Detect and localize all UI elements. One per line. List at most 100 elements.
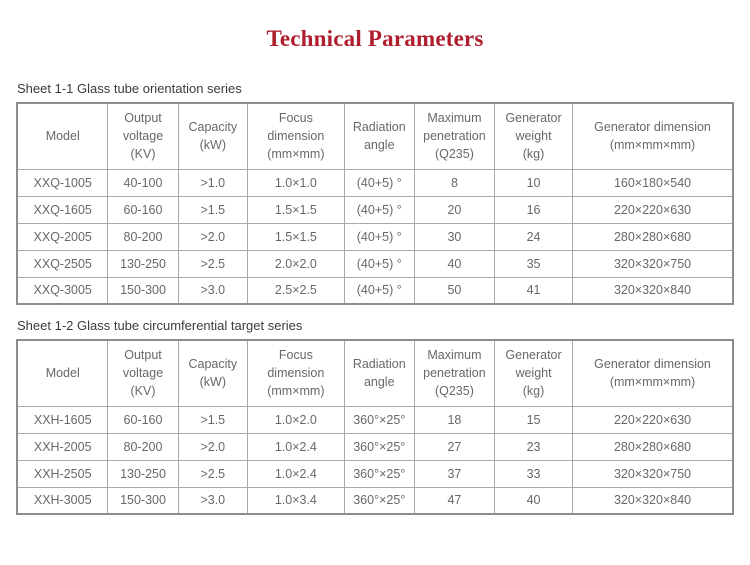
table-cell: 50 (413, 276, 496, 305)
table-cell: 1.5×1.5 (247, 222, 345, 251)
table-row: XXQ-2005 80-200 >2.0 1.5×1.5 (40+5) ° 30 24 280… (16, 222, 734, 251)
column-header: Capacity (kW) (177, 102, 249, 170)
table-cell: 8 (413, 168, 496, 197)
table-cell: 1.0×3.4 (247, 486, 345, 515)
column-header: Capacity (kW) (177, 339, 249, 407)
column-header: Generator weight (kg) (494, 102, 574, 170)
table-cell: 16 (494, 195, 574, 224)
model-cell: XXQ-2005 (16, 222, 109, 251)
model-cell: XXQ-3005 (16, 276, 109, 305)
table-cell: >2.5 (177, 459, 249, 488)
column-header: Maximum penetration (Q235) (413, 102, 496, 170)
table-cell: 27 (413, 432, 496, 461)
table-cell: 33 (494, 459, 574, 488)
table-cell: 1.0×2.4 (247, 459, 345, 488)
model-cell: XXH-2505 (16, 459, 109, 488)
column-header: Focus dimension (mm×mm) (247, 102, 345, 170)
table-cell: 35 (494, 249, 574, 278)
table-cell: 23 (494, 432, 574, 461)
table-cell: 2.5×2.5 (247, 276, 345, 305)
table-cell: 360°×25° (343, 405, 415, 434)
table-cell: >1.0 (177, 168, 249, 197)
table-cell: 60-160 (107, 405, 179, 434)
table-cell: 150-300 (107, 276, 179, 305)
table-cell: >1.5 (177, 405, 249, 434)
table-cell: 40 (494, 486, 574, 515)
table-caption-sheet-1-1: Sheet 1-1 Glass tube orientation series (17, 81, 242, 96)
table-row: XXQ-3005 150-300 >3.0 2.5×2.5 (40+5) ° 50 41 32… (16, 276, 734, 305)
table-cell: (40+5) ° (343, 249, 415, 278)
table-cell: >2.0 (177, 222, 249, 251)
table-cell: 320×320×840 (572, 486, 734, 515)
column-header: Model (16, 339, 109, 407)
table-cell: >2.0 (177, 432, 249, 461)
orientation-series-section: Sheet 1-1 Glass tube orientation series … (0, 81, 750, 305)
technical-parameters-page: Technical Parameters Sheet 1-1 Glass tub… (0, 26, 750, 515)
table-caption-sheet-1-2: Sheet 1-2 Glass tube circumferential tar… (17, 318, 303, 333)
table-cell: 220×220×630 (572, 195, 734, 224)
model-cell: XXH-1605 (16, 405, 109, 434)
parameters-table-orientation-series: Model Output voltage (KV) Capacity (kW) Focus d… (16, 102, 734, 305)
column-header: Radiation angle (343, 339, 415, 407)
table-cell: 360°×25° (343, 486, 415, 515)
table-cell: 1.0×2.4 (247, 432, 345, 461)
column-header: Model (16, 102, 109, 170)
table-cell: 41 (494, 276, 574, 305)
table-cell: 30 (413, 222, 496, 251)
table-cell: 40-100 (107, 168, 179, 197)
table-cell: 80-200 (107, 222, 179, 251)
table-cell: 220×220×630 (572, 405, 734, 434)
table-row: XXH-3005 150-300 >3.0 1.0×3.4 360°×25° 47 40 32… (16, 486, 734, 515)
column-header: Radiation angle (343, 102, 415, 170)
column-header: Generator dimension (mm×mm×mm) (572, 339, 734, 407)
model-cell: XXQ-2505 (16, 249, 109, 278)
table-cell: >2.5 (177, 249, 249, 278)
table-cell: (40+5) ° (343, 195, 415, 224)
table-cell: >3.0 (177, 276, 249, 305)
table-cell: 150-300 (107, 486, 179, 515)
column-header: Generator weight (kg) (494, 339, 574, 407)
parameters-table-circumferential-series: Model Output voltage (KV) Capacity (kW) Focus d… (16, 339, 734, 515)
table-cell: 130-250 (107, 459, 179, 488)
table-cell: (40+5) ° (343, 276, 415, 305)
table-cell: 320×320×750 (572, 249, 734, 278)
table-cell: (40+5) ° (343, 222, 415, 251)
table-row: XXQ-1605 60-160 >1.5 1.5×1.5 (40+5) ° 20 16 220… (16, 195, 734, 224)
circumferential-series-section: Sheet 1-2 Glass tube circumferential tar… (0, 318, 750, 515)
table-cell: 1.5×1.5 (247, 195, 345, 224)
column-header: Output voltage (KV) (107, 339, 179, 407)
table-cell: 37 (413, 459, 496, 488)
table-cell: 320×320×840 (572, 276, 734, 305)
table-cell: 40 (413, 249, 496, 278)
table-cell: 160×180×540 (572, 168, 734, 197)
table-cell: 1.0×1.0 (247, 168, 345, 197)
table-cell: 280×280×680 (572, 432, 734, 461)
column-header: Generator dimension (mm×mm×mm) (572, 102, 734, 170)
header-row: Model Output voltage (KV) Capacity (kW) Focus d… (16, 102, 734, 170)
table-cell: 60-160 (107, 195, 179, 224)
table-cell: >3.0 (177, 486, 249, 515)
table-cell: 2.0×2.0 (247, 249, 345, 278)
column-header: Maximum penetration (Q235) (413, 339, 496, 407)
model-cell: XXH-2005 (16, 432, 109, 461)
table-cell: 24 (494, 222, 574, 251)
table-row: XXH-2005 80-200 >2.0 1.0×2.4 360°×25° 27 23 280… (16, 432, 734, 461)
column-header: Output voltage (KV) (107, 102, 179, 170)
table-cell: 130-250 (107, 249, 179, 278)
table-cell: 80-200 (107, 432, 179, 461)
table-cell: (40+5) ° (343, 168, 415, 197)
table-cell: 360°×25° (343, 432, 415, 461)
table-cell: 18 (413, 405, 496, 434)
table-cell: 15 (494, 405, 574, 434)
model-cell: XXH-3005 (16, 486, 109, 515)
table-row: XXH-1605 60-160 >1.5 1.0×2.0 360°×25° 18 15 220… (16, 405, 734, 434)
model-cell: XXQ-1005 (16, 168, 109, 197)
table-row: XXQ-1005 40-100 >1.0 1.0×1.0 (40+5) ° 8 10 160×… (16, 168, 734, 197)
table-cell: 320×320×750 (572, 459, 734, 488)
page-title: Technical Parameters (266, 26, 484, 51)
column-header: Focus dimension (mm×mm) (247, 339, 345, 407)
table-cell: >1.5 (177, 195, 249, 224)
table-cell: 10 (494, 168, 574, 197)
table-cell: 20 (413, 195, 496, 224)
table-row: XXQ-2505 130-250 >2.5 2.0×2.0 (40+5) ° 40 35 32… (16, 249, 734, 278)
